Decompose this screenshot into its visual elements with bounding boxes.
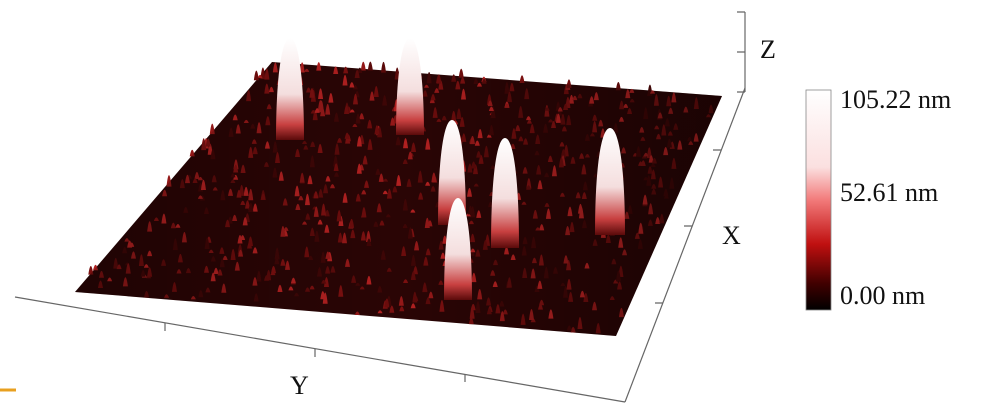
y-label: Y <box>290 371 309 400</box>
bump <box>360 61 366 71</box>
peaks <box>276 38 625 300</box>
peak <box>595 128 625 235</box>
colorbar <box>805 89 832 311</box>
z-label: Z <box>760 35 776 64</box>
ticks <box>164 11 745 382</box>
surface-shade <box>75 62 722 336</box>
peak <box>276 38 304 140</box>
peak <box>396 38 424 135</box>
colorbar-min: 0.00 nm <box>840 281 925 310</box>
peak <box>491 138 519 248</box>
surface-texture <box>75 61 722 336</box>
bump <box>458 68 464 78</box>
y-axis <box>14 296 626 403</box>
x-label: X <box>722 221 741 250</box>
bump <box>253 70 259 81</box>
colorbar-mid: 52.61 nm <box>840 178 938 207</box>
colorbar-max: 105.22 nm <box>840 85 951 114</box>
x-axis <box>624 87 746 403</box>
bump <box>380 61 386 73</box>
bump <box>367 61 373 71</box>
peak <box>444 198 472 300</box>
